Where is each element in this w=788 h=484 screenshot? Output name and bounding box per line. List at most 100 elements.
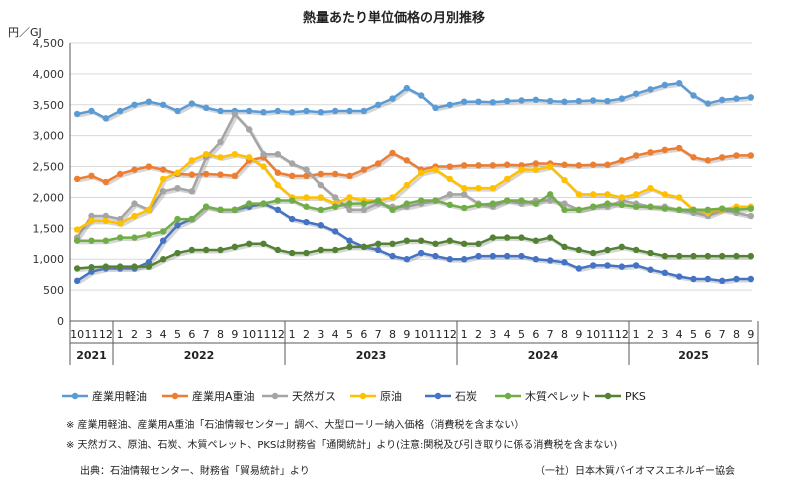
data-point [217,107,224,115]
data-point [747,152,755,159]
data-point [718,154,726,161]
legend-marker [271,392,279,400]
data-point [518,234,525,241]
x-month-label: 11 [257,328,271,341]
data-point [217,154,224,161]
legend-label: PKS [625,390,646,403]
data-point [88,217,95,225]
data-point [217,171,224,178]
data-point [632,90,640,97]
data-point [102,263,110,270]
data-point [202,203,210,210]
data-point [718,205,726,212]
data-point [733,275,740,283]
data-point [432,197,439,204]
data-point [303,249,310,257]
data-point [661,81,669,89]
data-point [432,252,439,260]
data-point [346,107,353,115]
data-point [131,101,138,108]
x-month-label: 10 [414,328,428,341]
data-point [460,191,468,198]
data-point [145,231,153,238]
data-point [561,206,568,213]
data-point [647,249,654,257]
data-point [475,98,482,105]
y-tick-label: 2,000 [33,191,65,204]
data-point [174,249,181,257]
data-point [460,162,468,169]
data-point [747,212,755,220]
data-point [446,175,454,183]
data-point [174,107,181,115]
data-point [718,96,726,104]
data-point [704,206,712,213]
data-point [145,98,153,105]
series-産業用軽油 [73,79,755,123]
data-point [647,203,654,210]
data-point [346,206,353,213]
data-point [317,222,325,229]
data-point [389,194,396,201]
data-point [389,252,396,260]
series-木質ペレット [73,191,755,245]
legend-label: 石炭 [455,390,477,403]
data-point [274,181,282,189]
data-point [503,97,511,105]
data-point [489,184,497,192]
x-month-label: 7 [547,328,554,341]
data-point [489,162,497,169]
data-point [260,151,267,158]
data-point [288,249,296,257]
legend-item: 天然ガス [262,389,336,403]
y-tick-label: 4,500 [33,37,65,50]
data-point [274,151,282,158]
x-month-label: 5 [346,328,353,341]
data-point [374,246,382,254]
data-point [303,107,310,115]
x-month-label: 10 [70,328,84,341]
x-month-label: 4 [676,328,683,341]
data-point [260,240,267,247]
data-point [403,200,411,207]
x-month-label: 2 [647,328,654,341]
data-point [317,181,325,189]
x-month-label: 1 [461,328,468,341]
data-point [403,157,411,164]
legend-marker [604,392,612,400]
data-point [303,203,310,210]
data-point [532,96,540,104]
data-point [274,206,282,213]
data-point [131,234,138,241]
data-point [317,108,325,116]
data-point [546,97,554,105]
x-month-label: 12 [271,328,285,341]
data-point [503,197,511,204]
legend-item: 原油 [350,389,402,403]
data-point [632,152,640,159]
data-point [159,188,167,195]
data-point [604,97,611,105]
data-point [231,243,239,251]
y-tick-label: 4,000 [33,68,65,81]
x-month-label: 8 [733,328,740,341]
data-point [159,166,167,173]
data-point [145,206,153,213]
data-point [690,252,697,260]
data-point [632,262,640,269]
x-year-label: 2022 [184,349,215,362]
series-shadow [78,154,753,233]
data-point [346,200,353,207]
data-point [231,172,239,180]
data-point [704,157,712,164]
x-month-label: 9 [747,328,754,341]
note-2: ※ 天然ガス、原油、石炭、木質ペレット、PKSは財務省「通関統計」より(注意:関… [66,440,618,451]
data-point [546,257,554,264]
data-point [460,184,468,192]
data-point [561,98,568,105]
x-month-label: 3 [145,328,152,341]
data-point [288,197,296,204]
data-point [733,95,740,102]
data-point [116,220,124,227]
data-point [374,160,382,167]
